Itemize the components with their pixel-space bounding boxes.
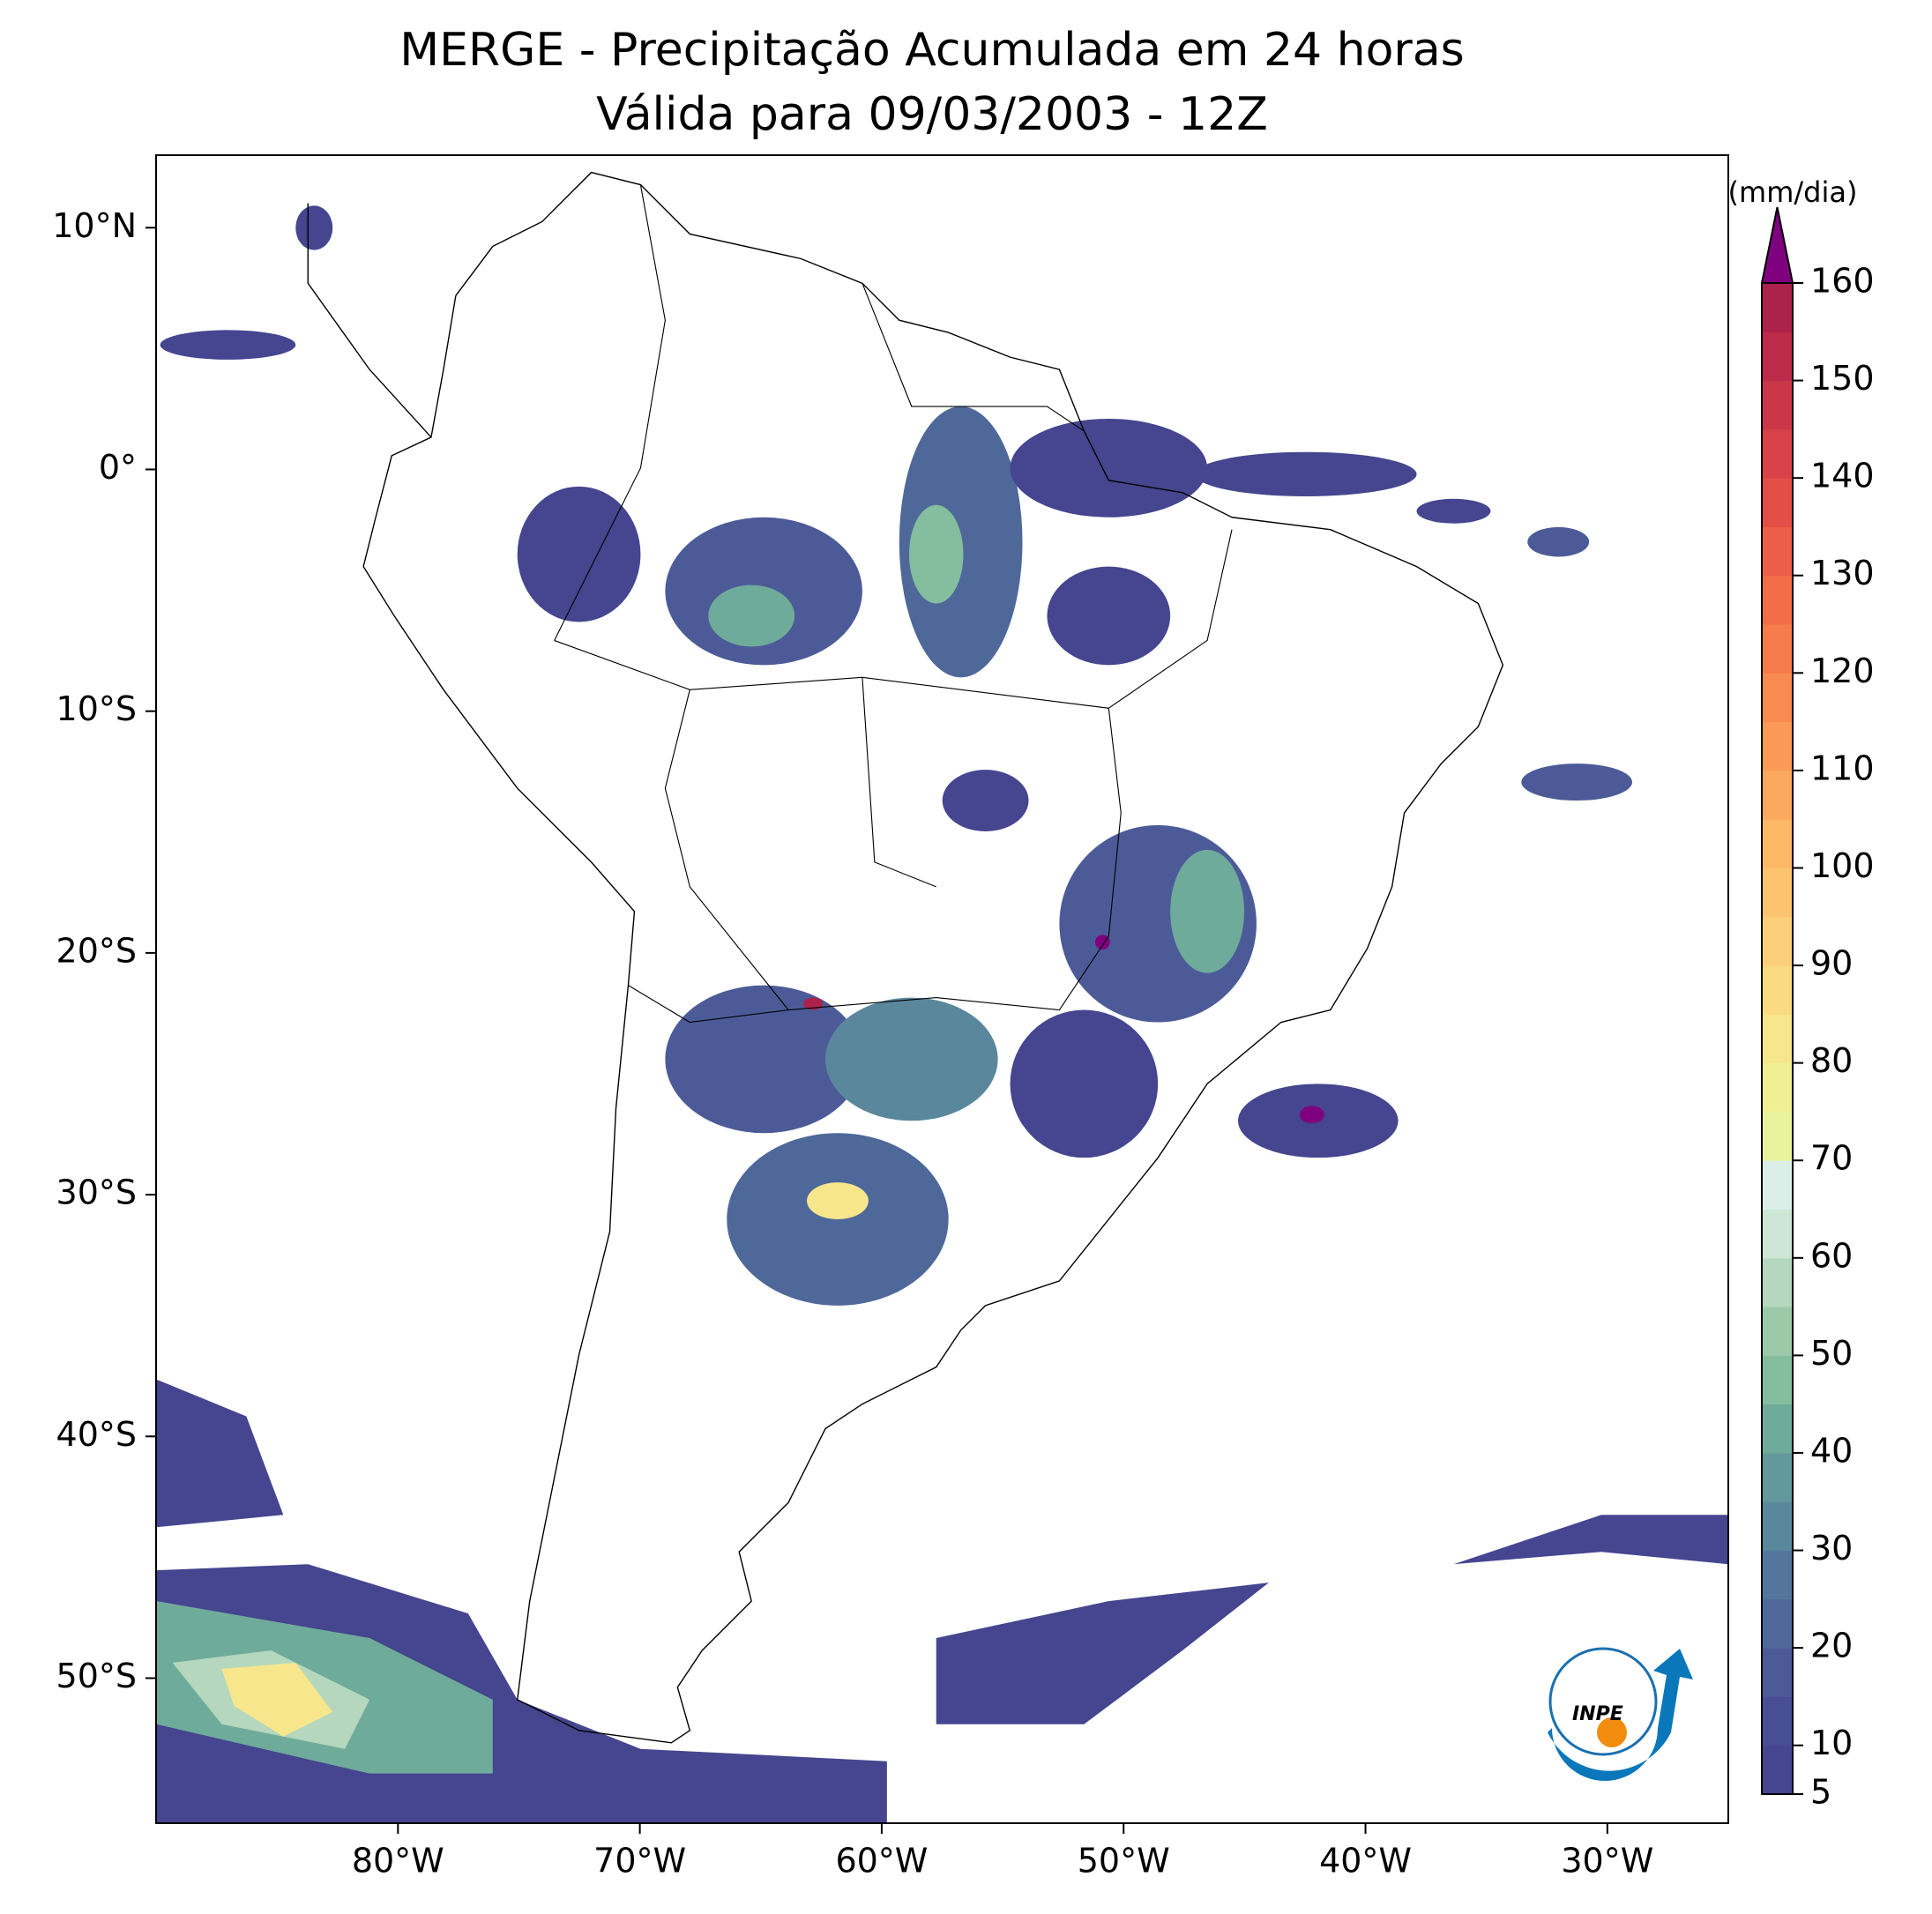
map-layer (156, 171, 1728, 1823)
colorbar-band (1762, 380, 1793, 430)
colorbar-tick-label: 160 (1810, 262, 1875, 301)
colorbar-tick-label: 20 (1810, 1627, 1853, 1665)
y-tick-label: 0° (99, 448, 137, 487)
x-tick-label: 60°W (835, 1842, 928, 1880)
colorbar-band (1762, 1598, 1793, 1649)
y-tick-label: 10°S (56, 689, 137, 728)
colorbar-band (1762, 526, 1793, 577)
colorbar-band (1762, 1355, 1793, 1405)
colorbar-band (1762, 1209, 1793, 1259)
subtitle-line: Válida para 09/03/2003 - 12Z (596, 88, 1268, 141)
colorbar-tick-label: 130 (1810, 554, 1875, 592)
colorbar-tick-label: 140 (1810, 457, 1875, 495)
colorbar-band (1762, 428, 1793, 479)
x-tick-label: 70°W (593, 1842, 686, 1880)
colorbar-band (1762, 770, 1793, 820)
coastlines (307, 171, 1504, 1744)
colorbar-band (1762, 1648, 1793, 1697)
colorbar-band (1762, 575, 1793, 625)
colorbar-band (1762, 1550, 1793, 1600)
logo: INPE (1548, 1647, 1693, 1781)
colorbar-tick-label: 40 (1810, 1431, 1853, 1470)
colorbar-band (1762, 965, 1793, 1015)
y-tick-label: 30°S (56, 1173, 137, 1212)
y-tick-label: 50°S (56, 1657, 137, 1695)
colorbar-band (1762, 1501, 1793, 1552)
x-tick-label: 40°W (1319, 1842, 1412, 1880)
colorbar-tick-label: 50 (1810, 1334, 1853, 1373)
colorbar-tick-label: 30 (1810, 1529, 1853, 1568)
colorbar-band (1762, 1257, 1793, 1307)
colorbar-band (1762, 1062, 1793, 1113)
colorbar-tick-label: 110 (1810, 748, 1875, 787)
colorbar-tick-label: 60 (1810, 1236, 1853, 1275)
colorbar-band (1762, 331, 1793, 382)
colorbar-band (1762, 916, 1793, 966)
colorbar-band (1762, 819, 1793, 868)
colorbar-band (1762, 721, 1793, 771)
colorbar-band (1762, 1745, 1793, 1795)
colorbar-band (1762, 1452, 1793, 1502)
colorbar-band (1762, 624, 1793, 674)
colorbar-label: (mm/dia) (1728, 175, 1858, 209)
colorbar-band (1762, 1696, 1793, 1746)
colorbar-band (1762, 868, 1793, 918)
x-tick-label: 50°W (1078, 1842, 1170, 1880)
colorbar-tick-label: 90 (1810, 944, 1853, 983)
colorbar-tick-label: 80 (1810, 1041, 1853, 1080)
y-tick-label: 10°N (52, 206, 137, 245)
x-tick-label: 30°W (1561, 1842, 1653, 1880)
colorbar-band (1762, 673, 1793, 723)
colorbar-band (1762, 1014, 1793, 1064)
colorbar-band (1762, 478, 1793, 527)
precip-fields (156, 205, 1728, 1823)
logo-text: INPE (1572, 1703, 1623, 1725)
colorbar-band (1762, 283, 1793, 332)
colorbar-tick-label: 150 (1810, 359, 1875, 398)
colorbar-tick-label: 10 (1810, 1724, 1853, 1762)
colorbar-tick-label: 70 (1810, 1139, 1853, 1178)
colorbar-frame (1761, 282, 1794, 1795)
title-line: MERGE - Precipitação Acumulada em 24 hor… (399, 24, 1465, 77)
colorbar-band (1762, 1111, 1793, 1161)
colorbar-tick-label: 100 (1810, 846, 1875, 885)
colorbar-band (1762, 1307, 1793, 1356)
map-frame (155, 154, 1729, 1824)
colorbar-band (1762, 1160, 1793, 1210)
colorbar-tick-label: 120 (1810, 652, 1875, 690)
y-tick-label: 20°S (56, 931, 137, 970)
colorbar-extend (1760, 206, 1794, 284)
y-tick-label: 40°S (56, 1415, 137, 1454)
colorbar-tick-label: 5 (1810, 1773, 1831, 1812)
colorbar-band (1762, 1404, 1793, 1454)
x-tick-label: 80°W (352, 1842, 444, 1880)
